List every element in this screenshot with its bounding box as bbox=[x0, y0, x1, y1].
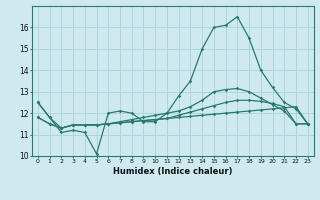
X-axis label: Humidex (Indice chaleur): Humidex (Indice chaleur) bbox=[113, 167, 233, 176]
